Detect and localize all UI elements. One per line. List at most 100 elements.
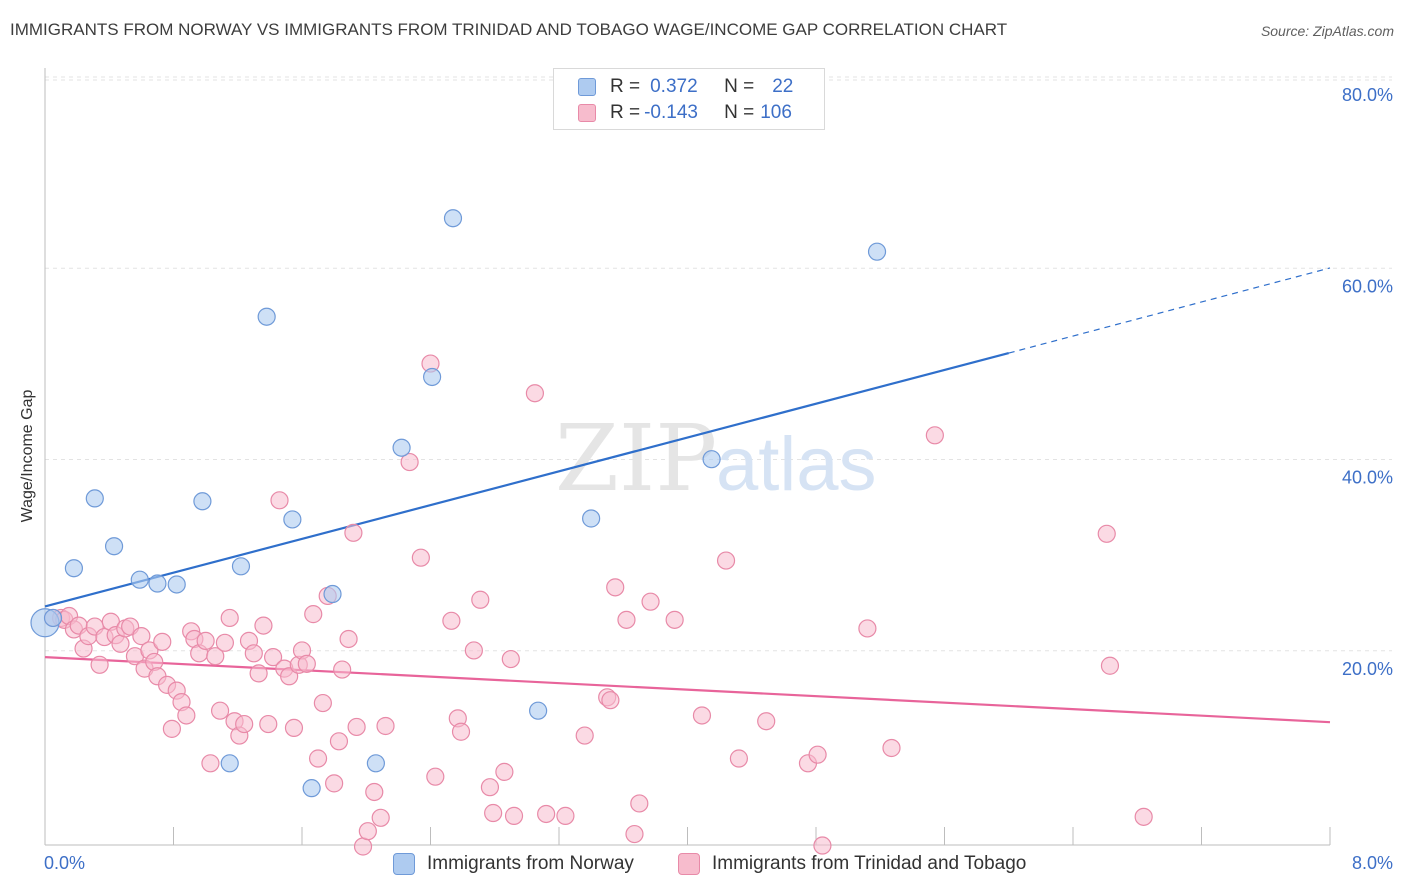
chart-title: IMMIGRANTS FROM NORWAY VS IMMIGRANTS FRO…	[10, 20, 1008, 39]
data-point-trinidad	[325, 774, 344, 793]
legend-n-value: 22	[772, 76, 794, 97]
trend-line-norway	[44, 351, 1010, 608]
data-point-trinidad	[344, 523, 363, 542]
data-point-trinidad	[339, 629, 358, 649]
data-point-trinidad	[206, 647, 225, 666]
data-point-trinidad	[601, 691, 620, 710]
data-point-norway	[702, 450, 721, 469]
data-point-trinidad	[495, 762, 514, 781]
legend-swatch-trinidad	[578, 104, 596, 122]
data-point-trinidad	[308, 749, 328, 768]
data-point-trinidad	[617, 610, 636, 629]
data-point-trinidad	[525, 384, 545, 403]
axes	[44, 68, 1331, 846]
watermark-zip: ZIP	[555, 405, 717, 512]
data-point-trinidad	[358, 822, 377, 841]
data-point-norway	[867, 242, 887, 261]
data-point-norway	[85, 489, 104, 508]
data-point-trinidad	[1097, 524, 1116, 543]
data-point-trinidad	[464, 641, 483, 660]
data-point-trinidad	[153, 632, 172, 651]
data-point-norway	[423, 367, 442, 387]
data-point-trinidad	[162, 719, 181, 738]
data-point-trinidad	[471, 590, 490, 609]
data-point-trinidad	[480, 778, 500, 797]
data-point-norway	[193, 492, 212, 511]
data-point-trinidad	[641, 592, 660, 611]
data-point-trinidad	[347, 717, 366, 737]
data-point-trinidad	[501, 649, 520, 669]
data-point-trinidad	[442, 611, 461, 630]
data-point-norway	[148, 574, 167, 593]
data-points	[30, 209, 1153, 856]
data-point-norway	[104, 537, 124, 556]
data-point-norway	[283, 510, 302, 529]
bottom-legend-swatch-trinidad	[678, 853, 700, 875]
data-point-trinidad	[625, 824, 644, 844]
data-point-trinidad	[220, 608, 239, 628]
data-point-norway	[130, 570, 149, 589]
data-point-trinidad	[270, 491, 289, 510]
data-point-trinidad	[606, 578, 625, 597]
data-point-norway	[582, 509, 601, 528]
data-point-trinidad	[329, 732, 349, 751]
data-point-trinidad	[210, 701, 230, 720]
data-point-trinidad	[729, 749, 749, 768]
data-point-trinidad	[925, 426, 944, 445]
data-point-norway	[443, 209, 463, 228]
legend-n-label: N =	[724, 102, 755, 123]
data-point-trinidad	[757, 712, 776, 731]
y-tick-label: 40.0%	[1342, 468, 1393, 488]
data-point-trinidad	[504, 806, 524, 825]
data-point-trinidad	[537, 804, 556, 824]
data-point-trinidad	[263, 648, 283, 667]
data-point-norway	[231, 557, 251, 576]
bottom-legend-trinidad: Immigrants from Trinidad and Tobago	[678, 851, 1026, 877]
y-tick-label: 20.0%	[1342, 659, 1393, 679]
data-point-trinidad	[400, 452, 419, 472]
data-point-trinidad	[376, 716, 395, 736]
data-point-trinidad	[235, 714, 254, 734]
data-point-trinidad	[177, 706, 196, 725]
data-point-norway	[302, 779, 321, 798]
data-point-trinidad	[716, 551, 736, 570]
data-point-trinidad	[451, 722, 471, 741]
data-point-trinidad	[313, 693, 332, 713]
data-point-trinidad	[353, 837, 373, 856]
y-tick-label: 60.0%	[1342, 276, 1393, 296]
data-point-trinidad	[1134, 807, 1153, 826]
data-point-trinidad	[1100, 656, 1120, 675]
data-point-trinidad	[371, 808, 390, 827]
data-point-trinidad	[665, 610, 684, 629]
data-point-trinidad	[813, 836, 832, 855]
data-point-norway	[529, 701, 548, 720]
data-point-trinidad	[254, 616, 273, 635]
x-tick-label: 0.0%	[44, 853, 85, 873]
data-point-trinidad	[304, 605, 323, 624]
data-point-trinidad	[284, 718, 304, 738]
tick-labels: 20.0% 40.0% 60.0% 80.0% 0.0% 8.0%	[44, 85, 1393, 873]
legend-n-value: 106	[760, 102, 792, 123]
bottom-legend-norway: Immigrants from Norway	[393, 851, 634, 877]
legend-r-label: R =	[610, 102, 641, 123]
y-tick-label: 80.0%	[1342, 85, 1393, 105]
legend-r-value: 0.372	[650, 76, 698, 97]
data-point-trinidad	[808, 745, 827, 764]
data-point-norway	[43, 608, 63, 628]
data-point-norway	[257, 307, 276, 326]
source-label: Source: ZipAtlas.com	[1260, 23, 1394, 39]
x-tick-label: 8.0%	[1352, 853, 1393, 873]
bottom-legend-label-trinidad: Immigrants from Trinidad and Tobago	[712, 853, 1027, 874]
data-point-norway	[392, 438, 411, 457]
data-point-trinidad	[484, 803, 503, 823]
data-point-trinidad	[426, 767, 445, 786]
watermark-atlas: atlas	[716, 422, 877, 507]
data-point-trinidad	[882, 738, 901, 758]
data-point-trinidad	[259, 714, 278, 734]
bottom-legend-swatch-norway	[393, 853, 415, 875]
data-point-trinidad	[556, 806, 575, 825]
data-point-trinidad	[692, 706, 712, 725]
data-point-norway	[366, 754, 385, 773]
